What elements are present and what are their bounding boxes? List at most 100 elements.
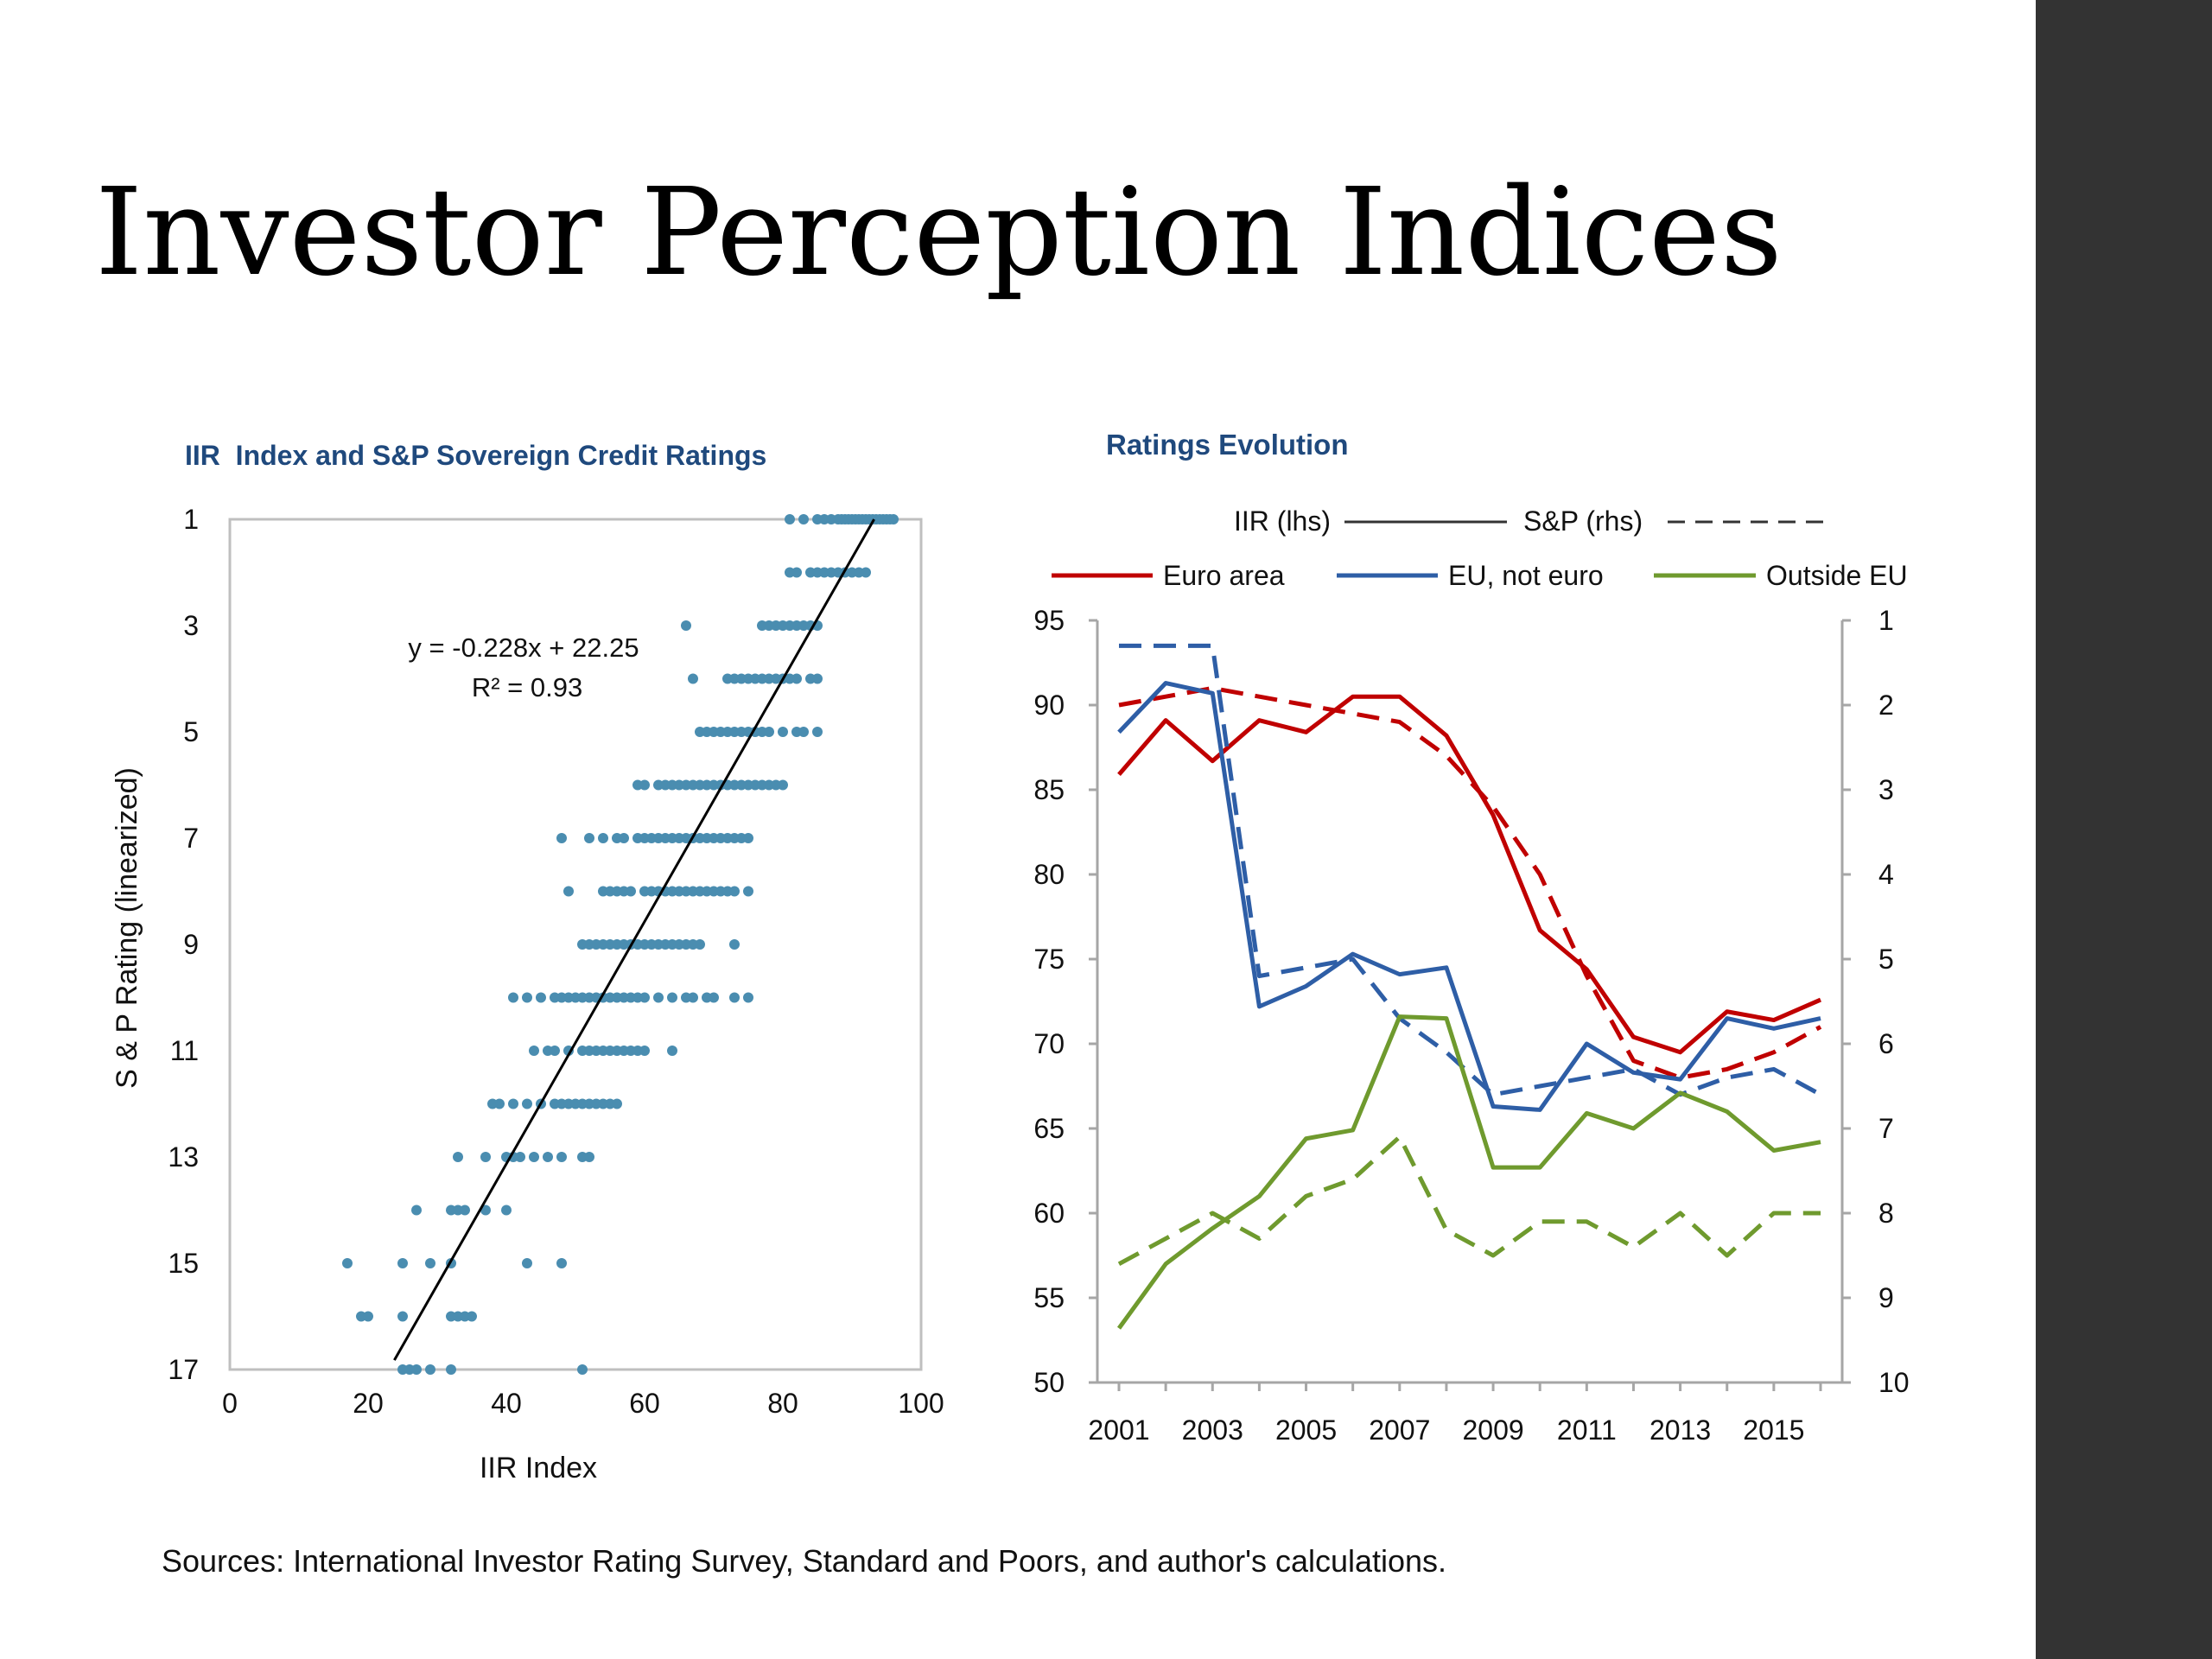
scatter-y-tick-label: 13: [168, 1141, 199, 1173]
left-y-tick-label: 80: [1033, 859, 1065, 890]
trendline: [393, 518, 875, 1361]
scatter-point: [695, 939, 705, 950]
scatter-point: [812, 727, 823, 737]
scatter-point: [425, 1258, 435, 1268]
scatter-point: [397, 1311, 408, 1322]
x-tick-label: 2003: [1182, 1414, 1243, 1446]
scatter-point: [556, 833, 567, 843]
scatter-point: [639, 1046, 650, 1056]
scatter-point: [798, 514, 809, 524]
left-y-tick-label: 50: [1033, 1367, 1065, 1398]
scatter-point: [743, 886, 753, 897]
scatter-point: [619, 833, 629, 843]
scatter-point: [791, 673, 802, 684]
scatter-point: [639, 992, 650, 1003]
legend-outside-eu-label: Outside EU: [1766, 560, 1908, 591]
scatter-point: [729, 886, 740, 897]
x-tick-label: 2001: [1088, 1414, 1149, 1446]
left-y-tick-label: 65: [1033, 1113, 1065, 1144]
right-y-tick-label: 1: [1878, 605, 1894, 636]
scatter-y-tick-label: 11: [170, 1035, 199, 1066]
right-y-tick-label: 6: [1878, 1028, 1894, 1059]
sources-note: Sources: International Investor Rating S…: [162, 1543, 1447, 1579]
scatter-x-tick-label: 100: [898, 1388, 944, 1419]
scatter-point: [812, 673, 823, 684]
scatter-y-tick-label: 15: [168, 1248, 199, 1279]
scatter-point: [515, 1152, 525, 1162]
scatter-point: [363, 1311, 373, 1322]
scatter-point: [778, 727, 788, 737]
scatter-y-tick-label: 9: [183, 929, 199, 960]
scatter-point: [550, 1046, 560, 1056]
scatter-y-tick-label: 17: [168, 1354, 199, 1385]
scatter-point: [494, 1098, 505, 1109]
slide-sidebar: [2036, 0, 2212, 1659]
scatter-point: [888, 514, 899, 524]
scatter-point: [785, 514, 795, 524]
scatter-point: [411, 1364, 422, 1375]
x-tick-label: 2011: [1557, 1414, 1617, 1446]
right-y-tick-label: 2: [1878, 690, 1894, 721]
right-y-tick-label: 7: [1878, 1113, 1894, 1144]
scatter-point: [446, 1364, 456, 1375]
line-chart-title: Ratings Evolution: [1106, 429, 1349, 461]
scatter-point: [639, 779, 650, 791]
scatter-y-tick-label: 7: [183, 823, 199, 854]
right-y-tick-label: 10: [1878, 1367, 1910, 1398]
left-y-tick-label: 75: [1033, 944, 1065, 975]
left-y-tick-label: 55: [1033, 1282, 1065, 1313]
scatter-point: [653, 992, 664, 1003]
scatter-xlabel: IIR Index: [480, 1452, 597, 1484]
outside-eu-iir-line: [1116, 1014, 1821, 1330]
scatter-point: [743, 992, 753, 1003]
scatter-point: [501, 1205, 512, 1216]
scatter-point: [543, 1152, 553, 1162]
scatter-point: [556, 1258, 567, 1268]
line-chart: 50 55 60 65 70 75 80 85 90 95 1 2 3 4 5 6 7 8 9 10 2001 2003 2…: [1033, 605, 1909, 1446]
scatter-point: [342, 1258, 353, 1268]
scatter-point: [612, 1098, 622, 1109]
scatter-point: [508, 992, 518, 1003]
scatter-point: [598, 833, 608, 843]
scatter-point: [397, 1258, 408, 1268]
scatter-point: [556, 1152, 567, 1162]
scatter-ylabel: S & P Rating (linearized): [111, 767, 143, 1089]
scatter-point: [536, 992, 546, 1003]
right-y-tick-label: 5: [1878, 944, 1894, 975]
scatter-point: [480, 1205, 491, 1216]
trendline-equation: y = -0.228x + 22.25: [408, 632, 639, 663]
scatter-point: [743, 833, 753, 843]
scatter-point: [798, 727, 809, 737]
legend-eu-not-euro-label: EU, not euro: [1448, 560, 1604, 591]
scatter-point: [522, 992, 532, 1003]
slide-title: Investor Perception Indices: [95, 162, 1783, 303]
scatter-x-tick-label: 0: [222, 1388, 238, 1419]
scatter-point: [681, 620, 691, 631]
scatter-point: [453, 1152, 463, 1162]
scatter-point: [667, 992, 677, 1003]
scatter-point: [522, 1258, 532, 1268]
euro-area-iir-line: [1117, 694, 1821, 1055]
scatter-point: [480, 1152, 491, 1162]
eu-not-euro-iir-line: [1117, 681, 1821, 1112]
scatter-point: [467, 1311, 477, 1322]
left-y-tick-label: 70: [1033, 1028, 1065, 1059]
outside-eu-sp-line: [1117, 1135, 1821, 1266]
scatter-x-tick-label: 60: [629, 1388, 660, 1419]
right-y-tick-label: 4: [1878, 859, 1894, 890]
left-y-tick-label: 85: [1033, 774, 1065, 805]
scatter-point: [729, 992, 740, 1003]
scatter-point: [688, 673, 698, 684]
x-tick-label: 2009: [1462, 1414, 1523, 1446]
x-tick-label: 2013: [1649, 1414, 1711, 1446]
scatter-point: [764, 727, 774, 737]
eu-not-euro-sp-line: [1119, 643, 1822, 1097]
right-y-tick-label: 8: [1878, 1198, 1894, 1229]
scatter-y-tick-label: 1: [183, 504, 199, 535]
legend-euro-area-label: Euro area: [1163, 560, 1285, 591]
scatter-x-tick-label: 80: [767, 1388, 798, 1419]
scatter-x-tick-label: 20: [353, 1388, 384, 1419]
scatter-point: [709, 992, 719, 1003]
scatter-point: [522, 1098, 532, 1109]
